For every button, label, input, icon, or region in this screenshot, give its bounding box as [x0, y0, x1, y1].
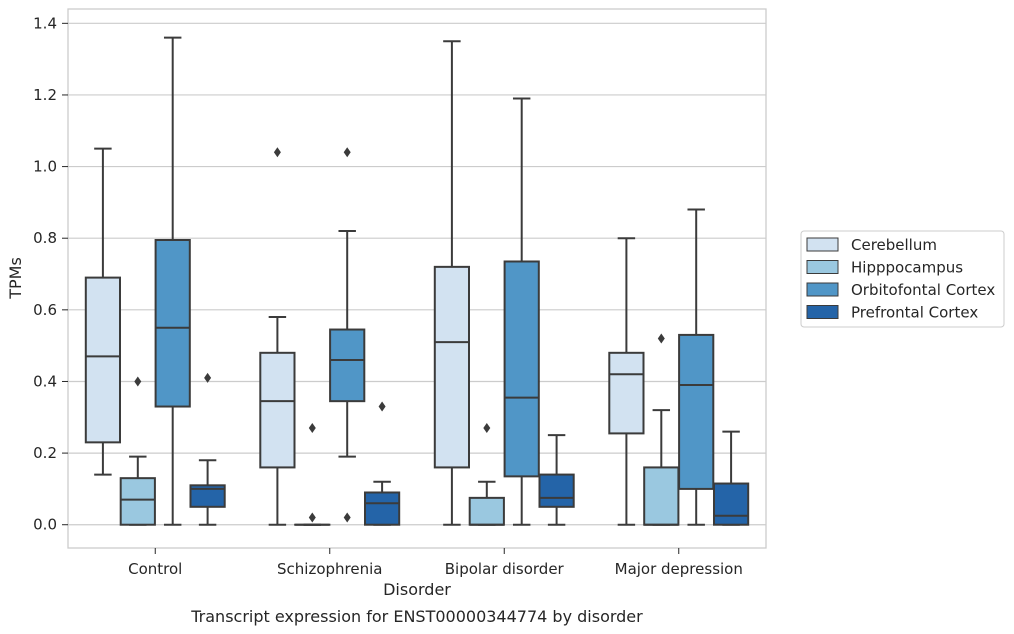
outlier-point: [134, 376, 142, 387]
box-1-3: [363, 401, 401, 526]
legend-frame: [800, 230, 1005, 328]
y-tick-label: 1.2: [33, 86, 57, 104]
figure-caption: Transcript expression for ENST0000034477…: [190, 607, 643, 626]
outlier-point: [204, 372, 212, 383]
x-tick-label: Schizophrenia: [277, 560, 382, 578]
box-body: [468, 496, 505, 526]
box-2-2: [503, 97, 540, 526]
y-axis-label: TPMs: [6, 257, 25, 300]
box-body: [259, 351, 296, 469]
boxes: [84, 36, 750, 526]
outlier-point: [343, 512, 351, 523]
legend-label: Orbitofontal Cortex: [851, 281, 995, 299]
box-2-0: [433, 40, 471, 526]
legend-swatch: [806, 237, 839, 252]
box-body: [678, 333, 715, 490]
legend-swatch: [806, 305, 839, 319]
box-body: [433, 265, 471, 469]
y-tick-label: 1.4: [33, 14, 57, 32]
plot-area-frame: [67, 8, 767, 549]
box-body: [84, 276, 122, 444]
box-3-2: [678, 208, 715, 526]
legend-label: Cerebellum: [851, 236, 937, 254]
box-1-0: [259, 147, 296, 526]
box-0-2: [154, 36, 191, 526]
legend-label: Prefrontal Cortex: [851, 304, 978, 322]
y-tick-label: 0.8: [33, 229, 57, 247]
legend-swatch: [806, 260, 839, 274]
box-3-1: [643, 333, 680, 526]
y-tick-label: 0.0: [33, 516, 57, 534]
outlier-point: [308, 423, 316, 434]
outlier-point: [657, 333, 665, 344]
box-2-1: [468, 423, 505, 526]
outlier-point: [483, 423, 491, 434]
box-body: [643, 466, 680, 526]
y-tick-label: 1.0: [33, 158, 57, 176]
outlier-point: [343, 147, 351, 158]
outlier-point: [378, 401, 386, 412]
y-tick-label: 0.4: [33, 372, 57, 390]
box-body: [503, 260, 540, 478]
outlier-point: [308, 512, 316, 523]
x-tick-label: Bipolar disorder: [445, 560, 565, 578]
legend: Cerebellum Hipppocampus Orbitofontal Corte…: [800, 230, 1005, 328]
y-tick-label: 0.2: [33, 444, 57, 462]
box-body: [329, 328, 366, 403]
x-axis-ticks: Control Schizophrenia Bipolar disorder Majo…: [128, 548, 743, 578]
box-3-3: [712, 430, 750, 526]
x-tick-label: Control: [128, 560, 182, 578]
box-1-2: [329, 147, 366, 523]
box-1-1: [294, 423, 331, 526]
legend-swatch: [806, 282, 839, 297]
legend-label: Hipppocampus: [851, 259, 963, 277]
box-body: [119, 477, 156, 526]
box-body: [189, 484, 226, 508]
y-tick-label: 0.6: [33, 301, 57, 319]
box-body: [538, 473, 575, 508]
box-body: [608, 351, 645, 435]
x-tick-label: Major depression: [615, 560, 743, 578]
x-axis-label: Disorder: [383, 580, 451, 599]
box-3-0: [608, 237, 645, 526]
y-axis-ticks: 0.0 0.2 0.4 0.6 0.8 1.0 1.2 1.4: [33, 14, 68, 534]
box-body: [363, 491, 401, 526]
box-2-3: [538, 434, 575, 526]
box-0-3: [189, 372, 226, 526]
box-body: [154, 239, 191, 408]
outlier-point: [273, 147, 281, 158]
box-body: [712, 482, 750, 526]
box-0-1: [119, 376, 156, 526]
box-0-0: [84, 147, 122, 476]
